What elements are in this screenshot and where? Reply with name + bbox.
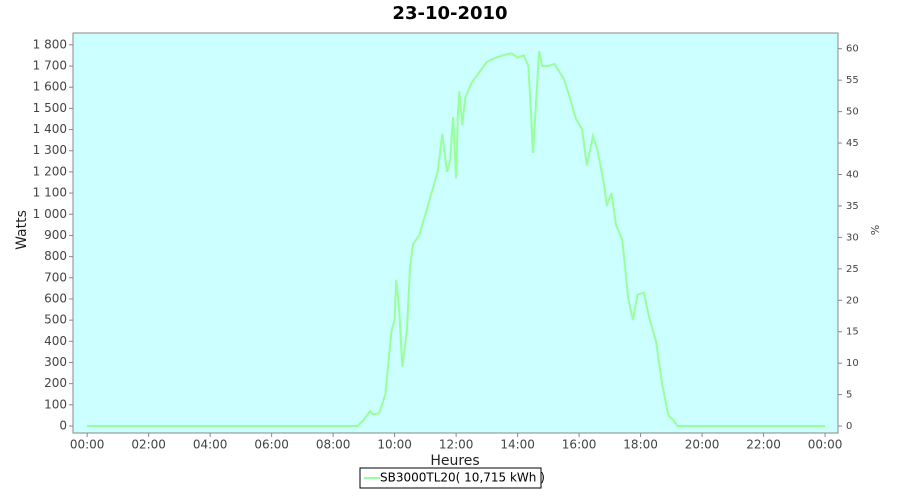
x-tick-label: 00:00 (70, 438, 105, 452)
x-tick-label: 02:00 (131, 438, 166, 452)
x-tick-label: 12:00 (439, 438, 474, 452)
y-tick-label: 600 (44, 291, 67, 305)
y-tick-label: 1 000 (33, 207, 67, 221)
y2-tick-label: 55 (846, 75, 859, 86)
y-tick-label: 400 (44, 334, 67, 348)
y2-tick-label: 10 (846, 358, 859, 369)
y-tick-label: 700 (44, 270, 67, 284)
y2-tick-label: 0 (846, 421, 852, 432)
y-tick-label: 1 800 (33, 37, 67, 51)
y-tick-label: 900 (44, 228, 67, 242)
x-tick-label: 16:00 (562, 438, 597, 452)
y2-tick-label: 20 (846, 295, 859, 306)
y-tick-label: 1 400 (33, 122, 67, 136)
y-tick-label: 1 200 (33, 164, 67, 178)
y2-tick-label: 45 (846, 138, 859, 149)
y2-tick-label: 25 (846, 264, 859, 275)
x-tick-label: 06:00 (254, 438, 289, 452)
y2-tick-label: 40 (846, 170, 859, 181)
x-tick-label: 14:00 (500, 438, 535, 452)
y-tick-label: 500 (44, 313, 67, 327)
y-tick-label: 0 (59, 419, 67, 433)
y2-tick-label: 30 (846, 232, 859, 243)
y2-tick-label: 60 (846, 44, 859, 55)
y-tick-label: 1 500 (33, 101, 67, 115)
y-tick-label: 1 300 (33, 143, 67, 157)
y2-tick-label: 5 (846, 390, 852, 401)
legend-box (359, 467, 542, 489)
x-tick-label: 18:00 (623, 438, 658, 452)
x-axis-title: Heures (430, 453, 479, 469)
y-tick-label: 800 (44, 249, 67, 263)
y-tick-label: 100 (44, 397, 67, 411)
plot-area (72, 32, 839, 434)
x-tick-label: 20:00 (685, 438, 720, 452)
y-tick-label: 1 100 (33, 186, 67, 200)
y-tick-label: 300 (44, 355, 67, 369)
y-tick-label: 200 (44, 376, 67, 390)
y2-tick-label: 50 (846, 107, 859, 118)
y-tick-label: 1 700 (33, 59, 67, 73)
y2-tick-label: 35 (846, 201, 859, 212)
series-line (87, 50, 826, 427)
x-tick-label: 00:00 (808, 438, 843, 452)
y-axis-title: Watts (14, 210, 30, 250)
chart-title: 23-10-2010 (392, 3, 507, 24)
y2-axis-title: % (868, 225, 881, 235)
legend-label: SB3000TL20( 10,715 kWh ) (380, 471, 545, 485)
x-tick-label: 10:00 (377, 438, 412, 452)
x-tick-label: 22:00 (746, 438, 781, 452)
x-tick-label: 04:00 (193, 438, 228, 452)
y2-tick-label: 15 (846, 327, 859, 338)
y-tick-label: 1 600 (33, 80, 67, 94)
x-tick-label: 08:00 (316, 438, 351, 452)
